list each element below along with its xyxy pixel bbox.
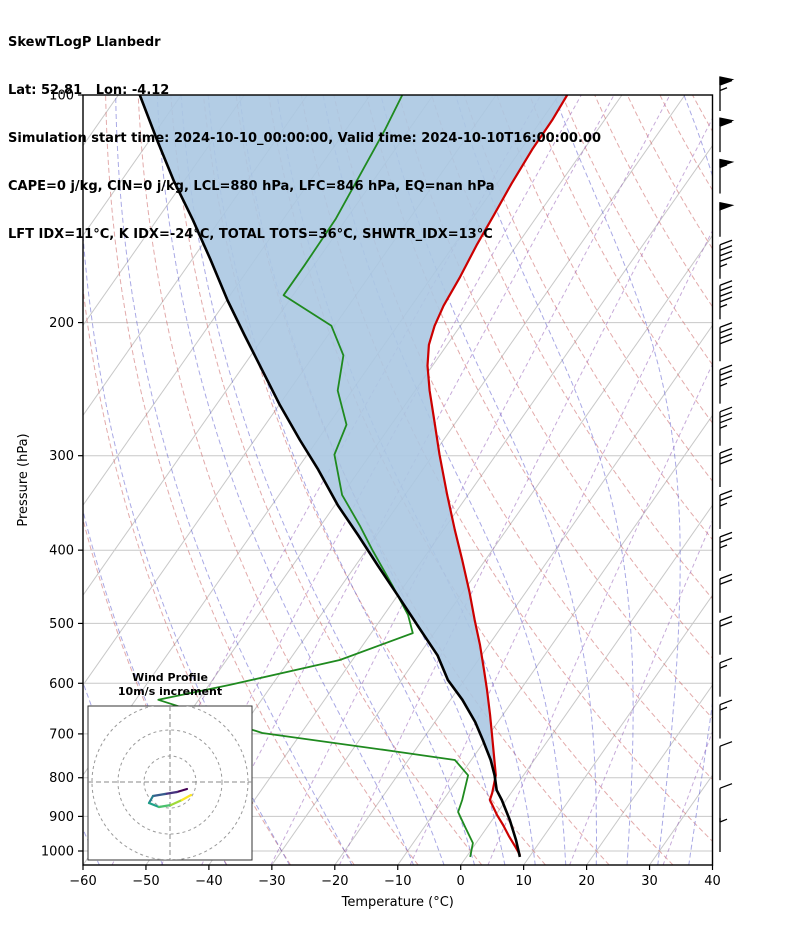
- tick-marks: [78, 94, 714, 870]
- figure-latlon: Lat: 52.81 Lon: -4.12: [8, 83, 170, 98]
- x-tick-label: −20: [321, 874, 348, 889]
- hodograph-trace-segment: [169, 798, 184, 807]
- figure-cape-line: CAPE=0 j/kg, CIN=0 j/kg, LCL=880 hPa, LF…: [8, 179, 495, 194]
- y-tick-label: 900: [49, 810, 74, 825]
- x-tick-label: 10: [515, 874, 532, 889]
- y-tick-label: 400: [49, 544, 74, 559]
- x-tick-label: −60: [69, 874, 96, 889]
- x-tick-label: −30: [258, 874, 285, 889]
- x-tick-label: −50: [132, 874, 159, 889]
- hodograph-title-line2: 10m/s increment: [118, 685, 222, 698]
- plot-area: [83, 95, 713, 865]
- hodograph-trace-segment: [163, 790, 179, 796]
- parcel-curve: [138, 95, 522, 858]
- hodograph-trace-segment: [147, 801, 161, 809]
- x-tick-label: 0: [457, 874, 465, 889]
- figure-index-line: LFT IDX=11°C, K IDX=-24°C, TOTAL TOTS=36…: [8, 227, 493, 242]
- y-tick-label: 200: [49, 316, 74, 331]
- y-tick-label: 700: [49, 727, 74, 742]
- y-tick-label: 500: [49, 617, 74, 632]
- hodograph-trace-segment: [180, 793, 193, 802]
- temperature-curve: [426, 95, 569, 856]
- x-tick-label: 20: [578, 874, 595, 889]
- x-tick-label: −40: [195, 874, 222, 889]
- tick-labels: −60 −50 −40 −30 −20 −10 0 10 20 30 40 100 200 300 400 5…: [41, 89, 721, 890]
- x-tick-label: 30: [641, 874, 658, 889]
- shaded-area: [139, 95, 568, 793]
- y-tick-label: 1000: [41, 845, 74, 860]
- y-tick-label: 300: [49, 449, 74, 464]
- y-tick-label: 100: [49, 89, 74, 104]
- y-tick-label: 800: [49, 771, 74, 786]
- hodograph-trace-segment: [147, 794, 155, 805]
- hodograph-trace-segment: [175, 787, 189, 794]
- y-axis-label: Pressure (hPa): [16, 433, 31, 526]
- hodograph-title-line1: Wind Profile: [132, 671, 208, 684]
- y-tick-label: 600: [49, 677, 74, 692]
- x-tick-label: −10: [384, 874, 411, 889]
- x-tick-label: 40: [704, 874, 721, 889]
- figure-header: SkewTLogP Llanbedr Lat: 52.81 Lon: -4.12…: [8, 3, 601, 275]
- figure-sim-time: Simulation start time: 2024-10-10_00:00:…: [8, 131, 601, 146]
- hodograph-trace-segment: [151, 792, 167, 798]
- hodograph-trace-segment: [157, 803, 173, 809]
- x-axis-label: Temperature (°C): [341, 895, 454, 910]
- wind-barbs: [719, 76, 735, 852]
- figure-title: SkewTLogP Llanbedr: [8, 35, 161, 50]
- hodograph-ring: [117, 729, 223, 835]
